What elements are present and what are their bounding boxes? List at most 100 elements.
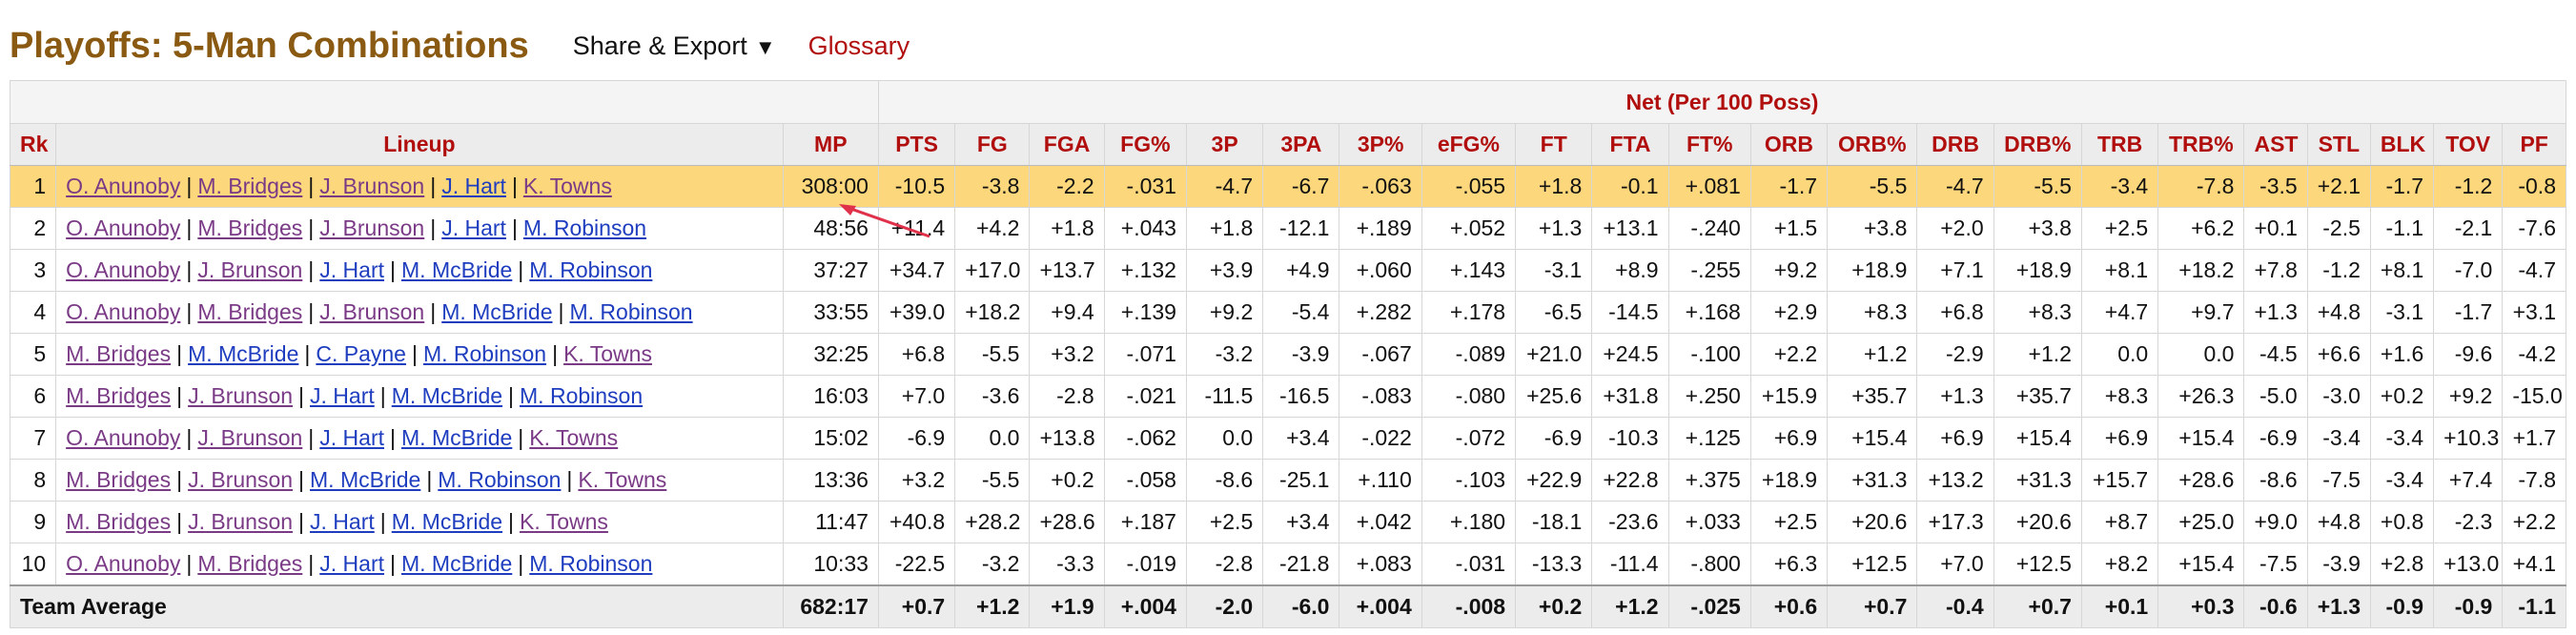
stat-cell-pts: +34.7 bbox=[877, 249, 956, 292]
player-link[interactable]: K. Towns bbox=[520, 509, 608, 534]
col-header-pts[interactable]: PTS bbox=[877, 123, 956, 166]
col-header-drb-pct[interactable]: DRB% bbox=[1993, 123, 2082, 166]
player-link[interactable]: M. Bridges bbox=[66, 467, 172, 492]
stat-cell-ft: -6.5 bbox=[1515, 291, 1593, 334]
player-link[interactable]: J. Brunson bbox=[319, 299, 425, 324]
stat-cell-3p-pct: -.067 bbox=[1339, 333, 1422, 376]
player-link[interactable]: M. Bridges bbox=[66, 509, 172, 534]
player-link[interactable]: M. McBride bbox=[188, 341, 299, 366]
col-header-rk[interactable]: Rk bbox=[9, 123, 57, 166]
col-header-ast[interactable]: AST bbox=[2243, 123, 2308, 166]
player-link[interactable]: O. Anunoby bbox=[66, 299, 181, 324]
player-link[interactable]: J. Hart bbox=[319, 551, 384, 576]
player-link[interactable]: M. McBride bbox=[391, 509, 503, 534]
stat-cell-fga: +9.4 bbox=[1029, 291, 1105, 334]
player-link[interactable]: O. Anunoby bbox=[66, 174, 181, 198]
player-link[interactable]: M. McBride bbox=[400, 551, 513, 576]
player-link[interactable]: K. Towns bbox=[578, 467, 667, 492]
player-link[interactable]: M. Bridges bbox=[197, 551, 303, 576]
player-link[interactable]: M. Bridges bbox=[197, 215, 303, 240]
stat-cell-ft: -18.1 bbox=[1515, 501, 1593, 543]
player-link[interactable]: J. Hart bbox=[319, 425, 385, 450]
stat-cell-ft: -6.9 bbox=[1515, 417, 1593, 460]
col-header-ft[interactable]: FT bbox=[1515, 123, 1593, 166]
player-link[interactable]: C. Payne bbox=[316, 341, 406, 366]
col-header-pf[interactable]: PF bbox=[2502, 123, 2566, 166]
stat-cell-drb-pct: +31.3 bbox=[1993, 459, 2082, 502]
player-link[interactable]: J. Hart bbox=[441, 174, 506, 198]
player-link[interactable]: M. Robinson bbox=[529, 551, 653, 576]
player-link[interactable]: M. Robinson bbox=[569, 299, 693, 324]
rank-cell: 1 bbox=[9, 165, 57, 208]
share-export-button[interactable]: Share & Export ▼ bbox=[573, 31, 776, 61]
stat-cell-trb: +8.7 bbox=[2080, 501, 2159, 543]
player-link[interactable]: M. McBride bbox=[401, 425, 513, 450]
col-header-3pa[interactable]: 3PA bbox=[1262, 123, 1340, 166]
stat-cell-blk: +8.1 bbox=[2369, 249, 2435, 292]
col-header-lineup[interactable]: Lineup bbox=[55, 123, 784, 166]
player-link[interactable]: J. Brunson bbox=[197, 257, 303, 282]
player-link[interactable]: M. Robinson bbox=[438, 467, 562, 492]
col-header-stl[interactable]: STL bbox=[2306, 123, 2371, 166]
player-link[interactable]: M. Robinson bbox=[520, 383, 644, 408]
player-link[interactable]: M. McBride bbox=[401, 257, 513, 282]
player-link[interactable]: M. McBride bbox=[391, 383, 503, 408]
col-header-fta[interactable]: FTA bbox=[1591, 123, 1669, 166]
player-link[interactable]: J. Brunson bbox=[197, 425, 303, 450]
player-link[interactable]: K. Towns bbox=[522, 174, 612, 198]
player-link[interactable]: J. Hart bbox=[441, 215, 506, 240]
player-link[interactable]: J. Hart bbox=[310, 509, 375, 534]
player-link[interactable]: M. Bridges bbox=[66, 341, 172, 366]
player-link[interactable]: O. Anunoby bbox=[66, 215, 181, 240]
stat-cell-fg: +4.2 bbox=[954, 207, 1031, 250]
col-header-tov[interactable]: TOV bbox=[2433, 123, 2504, 166]
col-header-efg-pct[interactable]: eFG% bbox=[1421, 123, 1517, 166]
col-header-fga[interactable]: FGA bbox=[1029, 123, 1105, 166]
avg-cell-tov: -0.9 bbox=[2433, 584, 2504, 628]
player-link[interactable]: J. Brunson bbox=[188, 509, 294, 534]
player-link[interactable]: O. Anunoby bbox=[66, 425, 181, 450]
player-link[interactable]: M. Robinson bbox=[522, 215, 647, 240]
stat-cell-drb: +1.3 bbox=[1916, 375, 1994, 418]
player-link[interactable]: M. Bridges bbox=[197, 174, 303, 198]
player-link[interactable]: K. Towns bbox=[563, 341, 652, 366]
player-link[interactable]: M. Robinson bbox=[529, 257, 653, 282]
avg-cell-drb-pct: +0.7 bbox=[1993, 584, 2082, 628]
separator: | bbox=[566, 467, 573, 492]
player-link[interactable]: J. Brunson bbox=[188, 467, 294, 492]
col-header-fg-pct[interactable]: FG% bbox=[1103, 123, 1187, 166]
col-header-trb[interactable]: TRB bbox=[2080, 123, 2159, 166]
col-header-3p-pct[interactable]: 3P% bbox=[1339, 123, 1422, 166]
player-link[interactable]: J. Brunson bbox=[319, 215, 425, 240]
stat-cell-3p: +3.9 bbox=[1185, 249, 1264, 292]
player-link[interactable]: M. Bridges bbox=[197, 299, 303, 324]
player-link[interactable]: O. Anunoby bbox=[66, 257, 181, 282]
separator: | bbox=[186, 425, 193, 450]
col-header-blk[interactable]: BLK bbox=[2369, 123, 2435, 166]
avg-cell-drb: -0.4 bbox=[1916, 584, 1994, 628]
player-link[interactable]: M. Robinson bbox=[422, 341, 547, 366]
player-link[interactable]: J. Brunson bbox=[188, 383, 294, 408]
col-header-orb-pct[interactable]: ORB% bbox=[1827, 123, 1918, 166]
player-link[interactable]: K. Towns bbox=[529, 425, 619, 450]
col-header-3p[interactable]: 3P bbox=[1185, 123, 1264, 166]
player-link[interactable]: J. Brunson bbox=[319, 174, 425, 198]
col-header-trb-pct[interactable]: TRB% bbox=[2157, 123, 2245, 166]
col-header-fg[interactable]: FG bbox=[954, 123, 1031, 166]
col-header-orb[interactable]: ORB bbox=[1749, 123, 1829, 166]
glossary-link[interactable]: Glossary bbox=[808, 31, 910, 60]
player-link[interactable]: J. Hart bbox=[310, 383, 375, 408]
stat-cell-efg-pct: -.080 bbox=[1421, 375, 1517, 418]
col-header-mp[interactable]: MP bbox=[782, 123, 879, 166]
player-link[interactable]: M. McBride bbox=[441, 299, 553, 324]
col-header-drb[interactable]: DRB bbox=[1916, 123, 1994, 166]
lineup-cell: M. Bridges | M. McBride | C. Payne | M. Robins… bbox=[55, 333, 784, 376]
player-link[interactable]: M. Bridges bbox=[66, 383, 172, 408]
avg-cell-3p-pct: +.004 bbox=[1339, 584, 1422, 628]
separator: | bbox=[379, 509, 386, 534]
player-link[interactable]: M. McBride bbox=[310, 467, 421, 492]
stat-cell-blk: -3.1 bbox=[2369, 291, 2435, 334]
player-link[interactable]: O. Anunoby bbox=[66, 551, 181, 576]
player-link[interactable]: J. Hart bbox=[319, 257, 385, 282]
col-header-ft-pct[interactable]: FT% bbox=[1667, 123, 1751, 166]
